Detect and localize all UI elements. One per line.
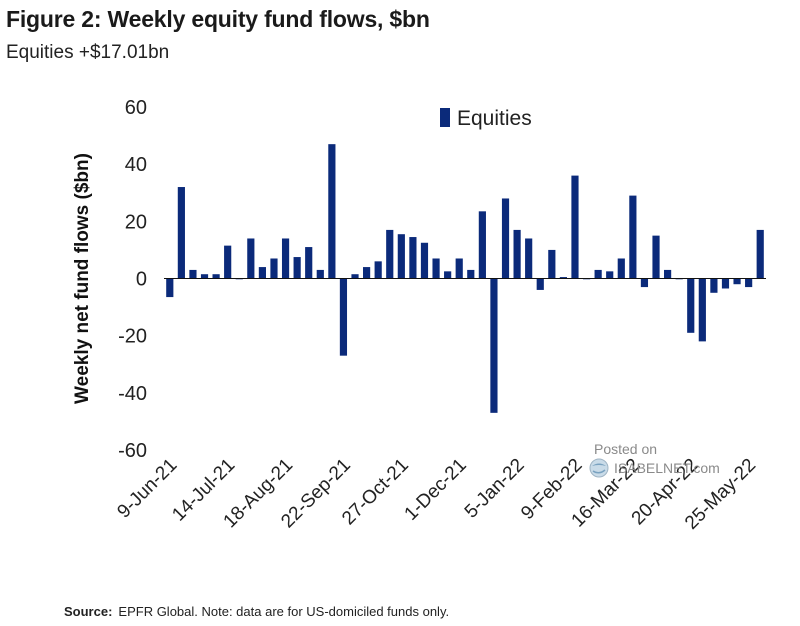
bar (432, 258, 440, 279)
y-tick-label: 60 (125, 97, 147, 119)
x-tick-label: 5-Jan-22 (461, 455, 529, 523)
chart-footer: Source: EPFR Global. Note: data are for U… (64, 604, 449, 619)
bar (189, 269, 197, 279)
y-tick-label: 0 (136, 269, 147, 291)
bar (363, 267, 371, 279)
bar (513, 229, 521, 279)
bar (247, 238, 255, 279)
legend-swatch (440, 108, 450, 127)
bar (316, 269, 324, 279)
bar (420, 242, 429, 279)
bar (328, 144, 336, 279)
bar (444, 271, 452, 279)
bar (224, 245, 232, 279)
bar (293, 257, 301, 279)
bar (501, 198, 510, 279)
bar (629, 195, 637, 279)
bar (652, 235, 660, 279)
bar (258, 267, 266, 279)
bar (490, 278, 498, 413)
watermark-posted: Posted on (594, 441, 658, 457)
bar (212, 274, 220, 279)
chart-title: Figure 2: Weekly equity fund flows, $bn (6, 6, 430, 32)
legend-label: Equities (457, 107, 532, 130)
watermark: Posted on ISABELNET.com (588, 441, 720, 479)
bar (640, 278, 649, 288)
bar (351, 274, 359, 279)
bar (339, 278, 348, 356)
bar (745, 278, 753, 288)
bar (687, 278, 695, 333)
bar (467, 269, 475, 279)
bar (617, 258, 625, 279)
bar (177, 187, 185, 279)
source-label: Source: (64, 604, 113, 619)
bar (478, 211, 486, 279)
bar (166, 278, 174, 298)
bar-chart: Weekly net fund flows ($bn) 60 40 20 0 -20 -40… (72, 97, 766, 534)
bar (536, 278, 544, 290)
watermark-site: ISABELNET.com (614, 460, 720, 476)
bar (559, 277, 567, 279)
bar (664, 269, 672, 279)
bar (548, 249, 556, 279)
y-tick-label: -20 (118, 326, 147, 348)
bar (397, 234, 405, 279)
globe-icon (589, 458, 609, 478)
y-tick-label: 40 (125, 154, 147, 176)
chart-subtitle: Equities +$17.01bn (6, 42, 170, 63)
bar (756, 229, 764, 279)
bar (270, 258, 278, 279)
bar (733, 278, 741, 285)
bar (571, 175, 579, 279)
bar (606, 271, 614, 279)
bar (698, 278, 706, 342)
bar (386, 229, 394, 279)
y-axis-label: Weekly net fund flows ($bn) (72, 153, 93, 404)
bar (594, 269, 602, 279)
bar (525, 238, 533, 279)
y-tick-label: 20 (125, 211, 147, 233)
bar (374, 261, 382, 279)
bar (710, 278, 718, 293)
bar (305, 247, 313, 279)
bar (455, 258, 463, 279)
x-tick-label: 1-Dec-21 (401, 455, 471, 525)
source-text: EPFR Global. Note: data are for US-domic… (118, 604, 450, 619)
y-tick-label: -40 (118, 383, 147, 405)
bar (721, 278, 730, 289)
bar (409, 237, 417, 279)
bar (281, 238, 290, 279)
y-tick-label: -60 (118, 440, 147, 462)
bar (200, 274, 209, 279)
